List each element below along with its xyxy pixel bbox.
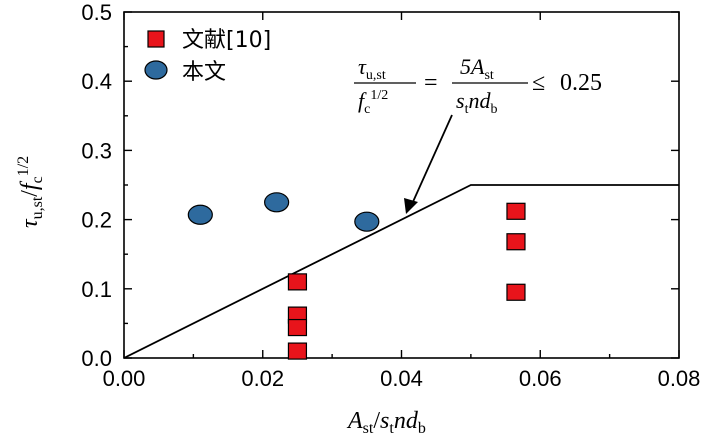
square-data-point xyxy=(287,342,308,360)
square-data-point xyxy=(287,318,308,337)
data-markers xyxy=(187,192,526,360)
y-tick-label: 0.4 xyxy=(81,69,112,94)
y-tick-label: 0.2 xyxy=(81,208,112,233)
square-data-point xyxy=(506,283,526,301)
limit-line xyxy=(123,184,679,359)
formula-relation: ≤ xyxy=(532,70,545,96)
formula-annotation: τu,st fc1/2 = 5Ast stndb ≤ 0.25 xyxy=(354,54,602,117)
y-tick-label: 0.0 xyxy=(81,346,112,371)
formula-lhs-numerator: τu,st xyxy=(358,54,386,83)
x-tick-label: 0.04 xyxy=(380,366,423,391)
x-axis-title: Ast/stndb xyxy=(346,408,426,437)
y-tick-label: 0.5 xyxy=(81,0,112,25)
circle-data-point xyxy=(354,211,380,232)
legend: 文献[10] 本文 xyxy=(144,28,271,85)
circle-data-point xyxy=(187,204,213,225)
square-data-point xyxy=(506,233,526,251)
limit-line-group xyxy=(123,184,679,359)
formula-lhs-denominator: fc1/2 xyxy=(358,88,388,117)
arrow-shaft xyxy=(411,114,453,205)
y-tick-label: 0.1 xyxy=(81,277,112,302)
y-axis-title: τu,st/fc1/2 xyxy=(15,156,46,228)
y-tick-label: 0.3 xyxy=(81,138,112,163)
x-tick-label: 0.08 xyxy=(658,366,701,391)
legend-label-this-work: 本文 xyxy=(182,60,226,85)
legend-square-marker xyxy=(147,30,165,48)
formula-limit-value: 0.25 xyxy=(560,70,602,96)
arrow-head xyxy=(404,198,418,214)
square-data-point xyxy=(287,273,308,291)
legend-circle-marker xyxy=(144,60,168,80)
formula-rhs-numerator: 5Ast xyxy=(460,54,494,83)
annotation-arrow xyxy=(404,114,453,214)
formula-equals: = xyxy=(424,70,438,96)
x-tick-label: 0.00 xyxy=(103,366,146,391)
x-tick-label: 0.02 xyxy=(241,366,284,391)
formula-rhs-denominator: stndb xyxy=(456,88,497,117)
x-tick-label: 0.06 xyxy=(519,366,562,391)
legend-label-ref10: 文献[10] xyxy=(182,28,271,53)
circle-data-point xyxy=(264,192,290,213)
square-data-point xyxy=(506,202,526,220)
axis-ticks: 0.00 0.02 0.04 0.06 0.08 0.0 0.1 0.2 0.3 0.4 0.5 xyxy=(81,0,700,391)
